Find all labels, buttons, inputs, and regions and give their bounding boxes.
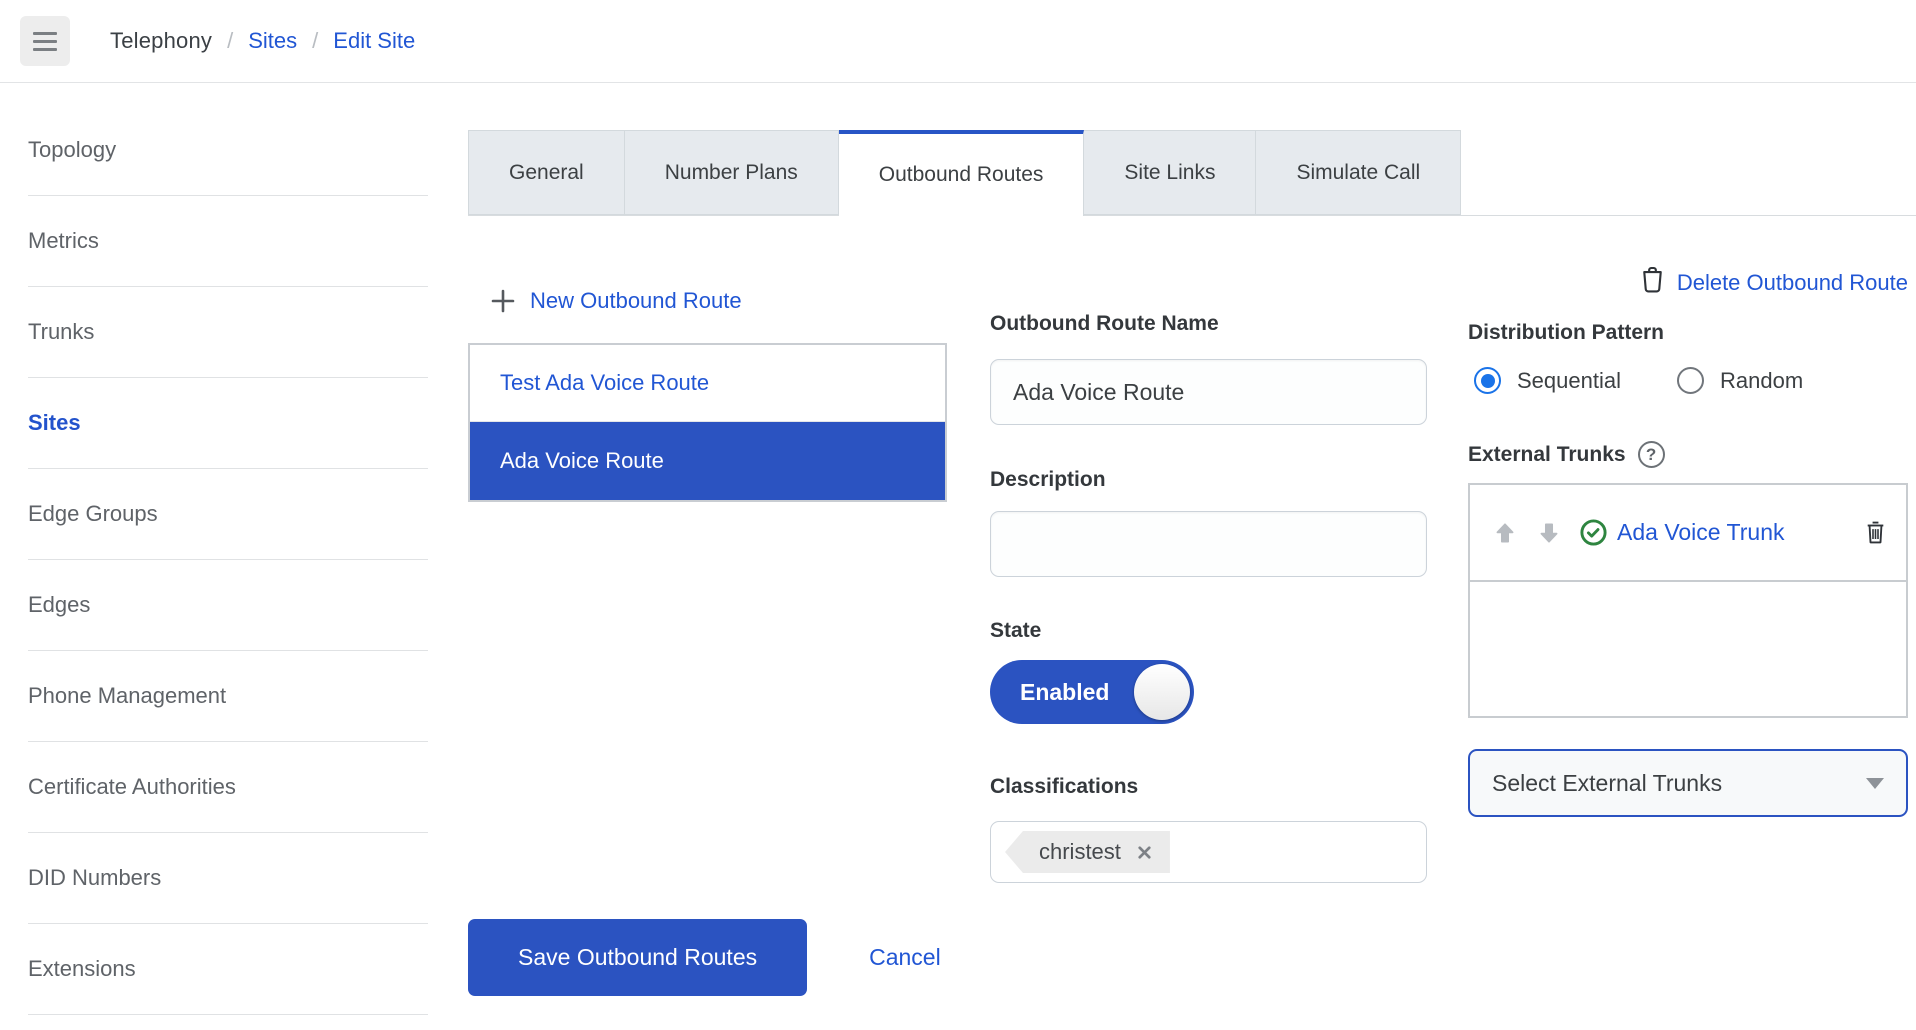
state-toggle-label: Enabled [1020,678,1110,705]
trunk-link[interactable]: Ada Voice Trunk [1617,519,1785,545]
distribution-pattern-label: Distribution Pattern [1468,321,1665,344]
sidebar-item-edge-groups[interactable]: Edge Groups [28,469,428,560]
delete-outbound-route-label: Delete Outbound Route [1676,269,1908,295]
move-up-icon[interactable] [1492,520,1518,546]
telephony-sidebar: Topology Metrics Trunks Sites Edge Group… [0,83,428,1015]
top-header: Telephony / Sites / Edit Site [0,0,1916,83]
tab-number-plans[interactable]: Number Plans [624,130,839,215]
new-outbound-route-button[interactable]: New Outbound Route [468,288,947,314]
route-name-input[interactable] [990,359,1427,425]
new-outbound-route-label: New Outbound Route [530,288,742,313]
sidebar-item-topology[interactable]: Topology [28,105,428,196]
tab-general[interactable]: General [468,130,625,215]
route-list-item-selected[interactable]: Ada Voice Route [470,422,945,500]
description-label: Description [990,468,1106,491]
radio-random-label: Random [1719,367,1804,393]
plus-icon [490,288,516,314]
move-down-icon[interactable] [1536,520,1562,546]
route-name-label: Outbound Route Name [990,312,1219,335]
sidebar-item-trunks[interactable]: Trunks [28,287,428,378]
radio-sequential[interactable] [1474,367,1501,394]
hamburger-icon [33,31,57,35]
sidebar-item-metrics[interactable]: Metrics [28,196,428,287]
route-list-item[interactable]: Test Ada Voice Route [470,345,945,422]
radio-random[interactable] [1676,367,1704,394]
remove-tag-icon[interactable] [1135,843,1154,862]
help-icon[interactable]: ? [1637,441,1665,468]
toggle-knob[interactable] [1134,664,1190,720]
trunks-column: Delete Outbound Route Distribution Patte… [1468,216,1908,883]
distribution-pattern-options: Sequential Random [1468,367,1908,394]
radio-sequential-label: Sequential [1517,367,1621,393]
form-actions: Save Outbound Routes Cancel [468,919,1916,996]
breadcrumb: Telephony / Sites / Edit Site [110,28,416,53]
external-trunks-select-value: Select External Trunks [1492,769,1723,796]
sidebar-item-sites[interactable]: Sites [28,378,428,469]
check-circle-icon [1579,518,1608,547]
site-tabs: General Number Plans Outbound Routes Sit… [468,130,1916,216]
external-trunks-list: Ada Voice Trunk [1468,483,1908,718]
tab-outbound-routes[interactable]: Outbound Routes [838,130,1085,216]
tab-simulate-call[interactable]: Simulate Call [1256,130,1462,215]
state-label: State [990,619,1042,642]
classification-tag: christest [1005,831,1170,873]
breadcrumb-link-sites[interactable]: Sites [248,28,298,53]
classification-tag-text: christest [1039,839,1121,864]
state-toggle[interactable]: Enabled [990,660,1194,724]
breadcrumb-link-edit-site[interactable]: Edit Site [333,28,416,53]
outbound-route-list: Test Ada Voice Route Ada Voice Route [468,343,947,502]
trash-icon[interactable] [1639,265,1666,300]
description-input[interactable] [990,511,1427,577]
classifications-label: Classifications [990,775,1139,798]
external-trunks-label: External Trunks [1468,442,1626,466]
hamburger-menu-button[interactable] [20,16,70,66]
save-outbound-routes-button[interactable]: Save Outbound Routes [468,919,808,996]
delete-outbound-route-button[interactable]: Delete Outbound Route [1468,265,1908,300]
route-form-column: Outbound Route Name Description State En… [990,216,1427,883]
sidebar-item-phone-management[interactable]: Phone Management [28,651,428,742]
sidebar-item-extensions[interactable]: Extensions [28,924,428,1015]
external-trunks-header: External Trunks ? [1468,441,1908,468]
tab-site-links[interactable]: Site Links [1084,130,1257,215]
remove-trunk-icon[interactable] [1863,519,1888,547]
trunk-row: Ada Voice Trunk [1470,485,1906,582]
sidebar-item-certificate-authorities[interactable]: Certificate Authorities [28,742,428,833]
external-trunks-select[interactable]: Select External Trunks [1468,749,1908,817]
sidebar-item-did-numbers[interactable]: DID Numbers [28,833,428,924]
sidebar-item-edges[interactable]: Edges [28,560,428,651]
chevron-down-icon [1866,777,1884,789]
breadcrumb-root: Telephony [110,28,213,53]
routes-list-column: New Outbound Route Test Ada Voice Route … [468,216,947,883]
outbound-routes-panel: New Outbound Route Test Ada Voice Route … [468,216,1916,883]
cancel-button[interactable]: Cancel [869,944,941,970]
main-content: General Number Plans Outbound Routes Sit… [468,83,1916,996]
classifications-input[interactable]: christest [990,821,1427,883]
